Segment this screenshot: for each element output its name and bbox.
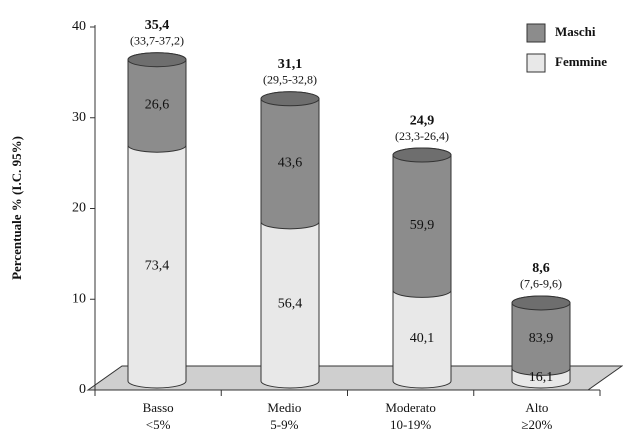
x-tick-label: Moderato: [385, 400, 436, 415]
y-axis-label: Percentuale % (I.C. 95%): [9, 136, 24, 280]
y-tick-label: 40: [72, 19, 86, 34]
y-tick-label: 20: [72, 201, 86, 216]
segment-label: 73,4: [145, 258, 170, 273]
cylinder-top: [511, 295, 571, 311]
segment-label: 43,6: [278, 156, 303, 171]
x-tick-sublabel: 10-19%: [390, 417, 431, 432]
y-tick-label: 30: [72, 110, 86, 125]
legend-label: Femmine: [555, 54, 607, 69]
segment-label: 26,6: [145, 98, 170, 113]
cylinder-segment-femmine: [127, 144, 187, 389]
x-tick-sublabel: 5-9%: [270, 417, 298, 432]
total-label: 31,1: [278, 57, 303, 72]
ci-label: (33,7-37,2): [130, 33, 184, 47]
legend-swatch: [526, 53, 546, 73]
legend-swatch: [526, 23, 546, 43]
segment-label: 16,1: [529, 370, 554, 385]
cylinder-top: [392, 147, 452, 163]
x-tick-label: Alto: [525, 400, 548, 415]
segment-label: 56,4: [278, 297, 303, 312]
total-label: 8,6: [532, 261, 550, 276]
x-tick-sublabel: ≥20%: [521, 417, 552, 432]
cylinder-segment-femmine: [392, 289, 452, 389]
x-tick-label: Basso: [143, 400, 174, 415]
legend-label: Maschi: [555, 24, 596, 39]
segment-label: 40,1: [410, 331, 435, 346]
x-tick-label: Medio: [267, 400, 301, 415]
cylinder-top: [260, 91, 320, 107]
x-tick-sublabel: <5%: [146, 417, 171, 432]
ci-label: (7,6-9,6): [520, 277, 562, 291]
y-tick-label: 0: [79, 382, 86, 397]
ci-label: (23,3-26,4): [395, 129, 449, 143]
total-label: 24,9: [410, 113, 435, 128]
y-tick-label: 10: [72, 291, 86, 306]
total-label: 35,4: [145, 18, 170, 33]
cylinder-top: [127, 52, 187, 68]
ci-label: (29,5-32,8): [263, 73, 317, 87]
segment-label: 83,9: [529, 331, 554, 346]
segment-label: 59,9: [410, 218, 435, 233]
cylinder-segment-femmine: [260, 221, 320, 389]
